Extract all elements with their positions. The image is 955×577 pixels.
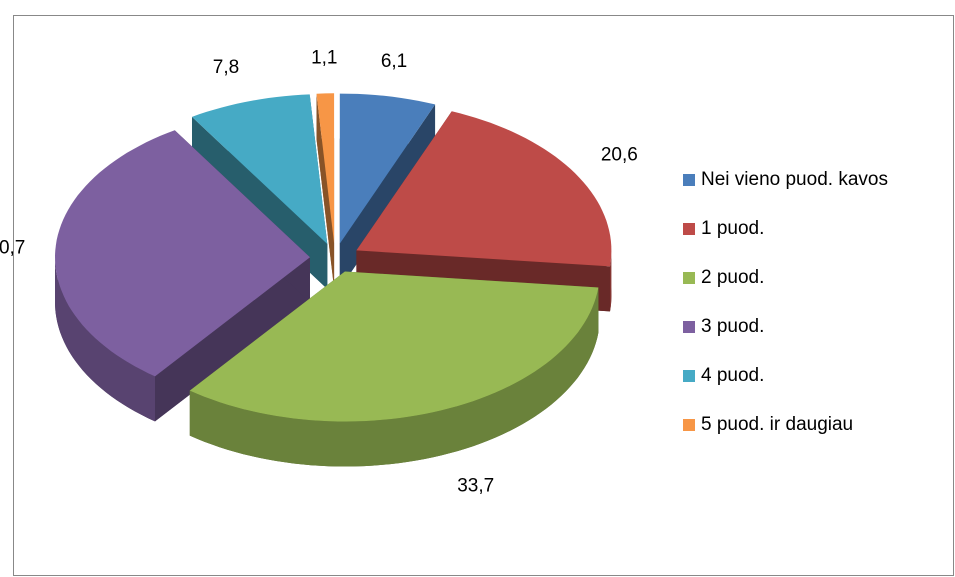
slice-radial-wall <box>155 257 310 422</box>
legend-swatch <box>683 370 695 382</box>
slice <box>316 93 335 244</box>
legend-label: 4 puod. <box>701 365 764 386</box>
slice <box>339 93 436 244</box>
data-label: 33,7 <box>457 476 494 497</box>
legend-label: 1 puod. <box>701 218 764 239</box>
slice <box>356 111 612 267</box>
data-label: 7,8 <box>213 57 239 78</box>
legend-label: 3 puod. <box>701 316 764 337</box>
slice-radial-wall <box>316 93 335 289</box>
legend-swatch <box>683 419 695 431</box>
data-label: 6,1 <box>381 51 407 72</box>
data-label: 20,6 <box>601 144 638 165</box>
legend-swatch <box>683 223 695 235</box>
legend-swatch <box>683 174 695 186</box>
slice <box>189 271 599 422</box>
slice <box>55 130 310 377</box>
legend-label: Nei vieno puod. kavos <box>701 169 888 190</box>
data-label: 1,1 <box>311 47 337 68</box>
slice-outer-wall <box>610 250 612 312</box>
slice-outer-wall <box>189 287 599 467</box>
slice <box>192 94 328 245</box>
legend-label: 2 puod. <box>701 267 764 288</box>
slice-outer-wall <box>55 257 155 422</box>
legend-swatch <box>683 321 695 333</box>
legend-swatch <box>683 272 695 284</box>
data-label: 30,7 <box>0 238 25 259</box>
legend-label: 5 puod. ir daugiau <box>701 414 853 435</box>
